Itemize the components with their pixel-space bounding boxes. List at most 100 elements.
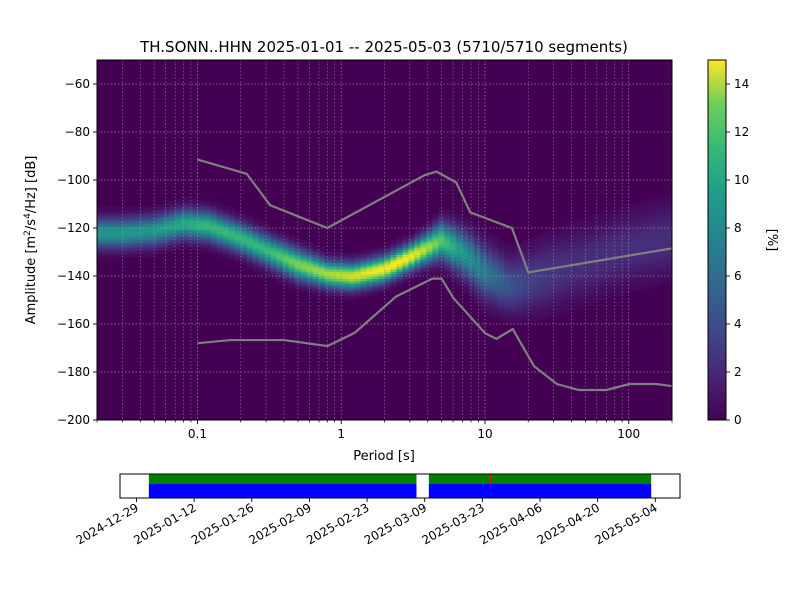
- heatmap-cell: [324, 249, 332, 253]
- heatmap-cell: [300, 290, 308, 294]
- heatmap-cell: [618, 288, 625, 291]
- heatmap-cell: [258, 261, 266, 265]
- heatmap-cell: [198, 213, 206, 217]
- heatmap-cell: [486, 249, 493, 253]
- heatmap-cell: [432, 230, 440, 234]
- heatmap-cell: [342, 285, 350, 289]
- heatmap-cell: [492, 259, 499, 263]
- heatmap-cell: [492, 247, 499, 251]
- heatmap-cell: [438, 235, 445, 239]
- heatmap-cell: [528, 268, 535, 272]
- heatmap-cell: [360, 278, 368, 282]
- heatmap-cell: [540, 264, 547, 267]
- heatmap-cell: [606, 228, 613, 231]
- heatmap-cell: [150, 208, 158, 212]
- heatmap-cell: [624, 266, 631, 270]
- heatmap-cell: [162, 220, 170, 224]
- timeline-tick-label: 2025-04-20: [535, 500, 602, 547]
- heatmap-cell: [516, 309, 523, 313]
- heatmap-cell: [540, 292, 547, 296]
- heatmap-cell: [138, 244, 146, 248]
- heatmap-cell: [504, 319, 511, 323]
- heatmap-cell: [594, 242, 601, 246]
- heatmap-cell: [594, 220, 601, 224]
- heatmap-cell: [210, 206, 218, 210]
- heatmap-cell: [204, 208, 212, 212]
- heatmap-cell: [618, 220, 625, 224]
- heatmap-cell: [618, 208, 625, 212]
- heatmap-cell: [174, 228, 182, 231]
- heatmap-cell: [204, 232, 212, 236]
- heatmap-cell: [642, 206, 649, 210]
- heatmap-cell: [528, 300, 535, 303]
- heatmap-cell: [216, 254, 224, 258]
- heatmap-cell: [102, 247, 110, 251]
- heatmap-cell: [636, 223, 643, 227]
- heatmap-cell: [438, 211, 445, 215]
- heatmap-cell: [618, 276, 625, 279]
- heatmap-cell: [636, 201, 643, 205]
- heatmap-cell: [462, 278, 469, 282]
- heatmap-cell: [612, 216, 619, 219]
- heatmap-cell: [108, 218, 116, 222]
- data-coverage-timeline: 2024-12-292025-01-122025-01-262025-02-09…: [74, 473, 681, 547]
- heatmap-cell: [558, 309, 565, 313]
- heatmap-cell: [438, 225, 445, 229]
- heatmap-cell: [558, 283, 565, 287]
- heatmap-cell: [606, 276, 613, 279]
- heatmap-cell: [528, 273, 535, 277]
- heatmap-cell: [234, 249, 242, 253]
- heatmap-cell: [360, 280, 368, 284]
- heatmap-cell: [222, 225, 230, 229]
- heatmap-cell: [534, 240, 541, 243]
- heatmap-cell: [360, 295, 368, 299]
- heatmap-cell: [594, 280, 601, 284]
- heatmap-cell: [582, 256, 589, 260]
- heatmap-cell: [354, 252, 362, 255]
- heatmap-cell: [606, 259, 613, 263]
- heatmap-cell: [150, 211, 158, 215]
- heatmap-cell: [642, 199, 649, 203]
- heatmap-cell: [312, 288, 320, 291]
- heatmap-cell: [246, 230, 254, 234]
- heatmap-cell: [180, 206, 188, 210]
- heatmap-cell: [600, 232, 607, 236]
- heatmap-cell: [330, 295, 338, 299]
- heatmap-cell: [414, 244, 422, 248]
- heatmap-cell: [180, 211, 188, 215]
- heatmap-cell: [264, 247, 272, 251]
- heatmap-cell: [162, 230, 170, 234]
- heatmap-cell: [504, 304, 511, 308]
- heatmap-cell: [252, 259, 260, 263]
- heatmap-cell: [528, 297, 535, 301]
- heatmap-cell: [426, 232, 434, 236]
- heatmap-cell: [450, 218, 457, 222]
- heatmap-cell: [168, 249, 176, 253]
- heatmap-cell: [210, 218, 218, 222]
- heatmap-cell: [276, 280, 284, 284]
- heatmap-cell: [240, 242, 248, 246]
- heatmap-cell: [642, 264, 649, 267]
- heatmap-cell: [246, 249, 254, 253]
- heatmap-cell: [660, 199, 667, 203]
- heatmap-cell: [606, 290, 613, 294]
- heatmap-cell: [378, 283, 386, 287]
- heatmap-cell: [204, 206, 212, 210]
- heatmap-cell: [456, 249, 463, 253]
- heatmap-cell: [642, 213, 649, 217]
- heatmap-cell: [300, 285, 308, 289]
- heatmap-cell: [474, 280, 481, 284]
- heatmap-cell: [510, 276, 517, 279]
- heatmap-cell: [108, 237, 116, 241]
- heatmap-cell: [426, 264, 434, 267]
- heatmap-cell: [312, 271, 320, 275]
- heatmap-cell: [510, 266, 517, 270]
- heatmap-cell: [306, 247, 314, 251]
- heatmap-cell: [510, 268, 517, 272]
- heatmap-cell: [528, 249, 535, 253]
- heatmap-cell: [450, 211, 457, 215]
- heatmap-cell: [312, 292, 320, 296]
- heatmap-cell: [156, 211, 164, 215]
- heatmap-cell: [384, 276, 392, 279]
- heatmap-cell: [156, 247, 164, 251]
